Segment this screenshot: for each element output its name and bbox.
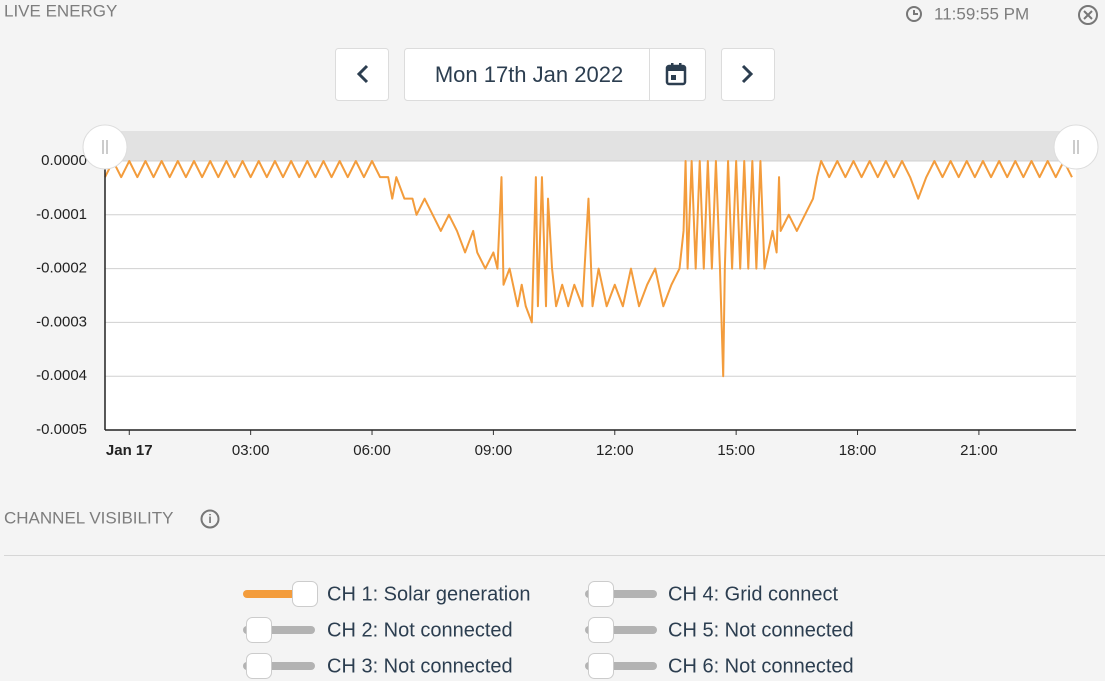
x-tick-label: Jan 17 — [106, 442, 153, 459]
x-tick-label: 03:00 — [232, 442, 270, 459]
channel-toggle[interactable]: CH 4: Grid connect — [585, 581, 839, 607]
toggle-knob[interactable] — [588, 581, 614, 607]
y-tick-label: -0.0005 — [36, 421, 87, 438]
prev-day-button[interactable] — [335, 48, 389, 101]
toggle-knob[interactable] — [246, 653, 272, 679]
info-icon[interactable]: i — [200, 509, 220, 529]
toggle-knob[interactable] — [246, 617, 272, 643]
channel-label[interactable]: CH 6: Not connected — [668, 655, 854, 677]
channel-label[interactable]: CH 2: Not connected — [327, 619, 513, 641]
y-tick-label: -0.0002 — [36, 260, 87, 277]
x-tick-label: 15:00 — [717, 442, 755, 459]
toggle-knob[interactable] — [588, 653, 614, 679]
channel-label[interactable]: CH 3: Not connected — [327, 655, 513, 677]
y-tick-label: -0.0004 — [36, 367, 87, 384]
toggle-knob[interactable] — [292, 581, 318, 607]
channel-toggle[interactable]: CH 5: Not connected — [585, 617, 854, 643]
channel-label[interactable]: CH 4: Grid connect — [668, 583, 839, 605]
range-navigator[interactable] — [105, 131, 1076, 161]
chart: 0.0000 -0.0001 -0.0002 -0.0003 -0.0004 -0.000… — [36, 152, 1076, 459]
panel-title: LIVE ENERGY — [4, 1, 117, 20]
range-handle-right[interactable] — [1053, 124, 1099, 170]
calendar-button[interactable] — [665, 63, 687, 86]
next-day-button[interactable] — [721, 48, 775, 101]
svg-text:i: i — [208, 512, 211, 526]
date-label[interactable]: Mon 17th Jan 2022 — [435, 62, 623, 87]
channel-list: CH 1: Solar generation CH 2: Not connecte… — [243, 581, 854, 679]
y-tick-label: -0.0001 — [36, 206, 87, 223]
plot-area — [105, 161, 1076, 430]
x-tick-label: 18:00 — [839, 442, 877, 459]
x-tick-label: 12:00 — [596, 442, 634, 459]
channel-toggle[interactable]: CH 2: Not connected — [243, 617, 513, 643]
close-button[interactable] — [1078, 5, 1098, 25]
date-box[interactable] — [404, 48, 706, 101]
x-tick-label: 06:00 — [353, 442, 391, 459]
clock-icon — [906, 6, 922, 22]
y-tick-label: -0.0003 — [36, 313, 87, 330]
channel-toggle[interactable]: CH 1: Solar generation — [243, 581, 530, 607]
section-title: CHANNEL VISIBILITY — [4, 508, 173, 527]
channel-label[interactable]: CH 5: Not connected — [668, 619, 854, 641]
x-tick-label: 09:00 — [475, 442, 513, 459]
toggle-knob[interactable] — [588, 617, 614, 643]
clock-time: 11:59:55 PM — [934, 4, 1029, 23]
channel-toggle[interactable]: CH 6: Not connected — [585, 653, 854, 679]
channel-label[interactable]: CH 1: Solar generation — [327, 583, 530, 605]
y-tick-label: 0.0000 — [41, 152, 87, 169]
channel-toggle[interactable]: CH 3: Not connected — [243, 653, 513, 679]
x-tick-label: 21:00 — [960, 442, 998, 459]
range-handle-left[interactable] — [82, 124, 128, 170]
data-line — [104, 160, 1073, 378]
